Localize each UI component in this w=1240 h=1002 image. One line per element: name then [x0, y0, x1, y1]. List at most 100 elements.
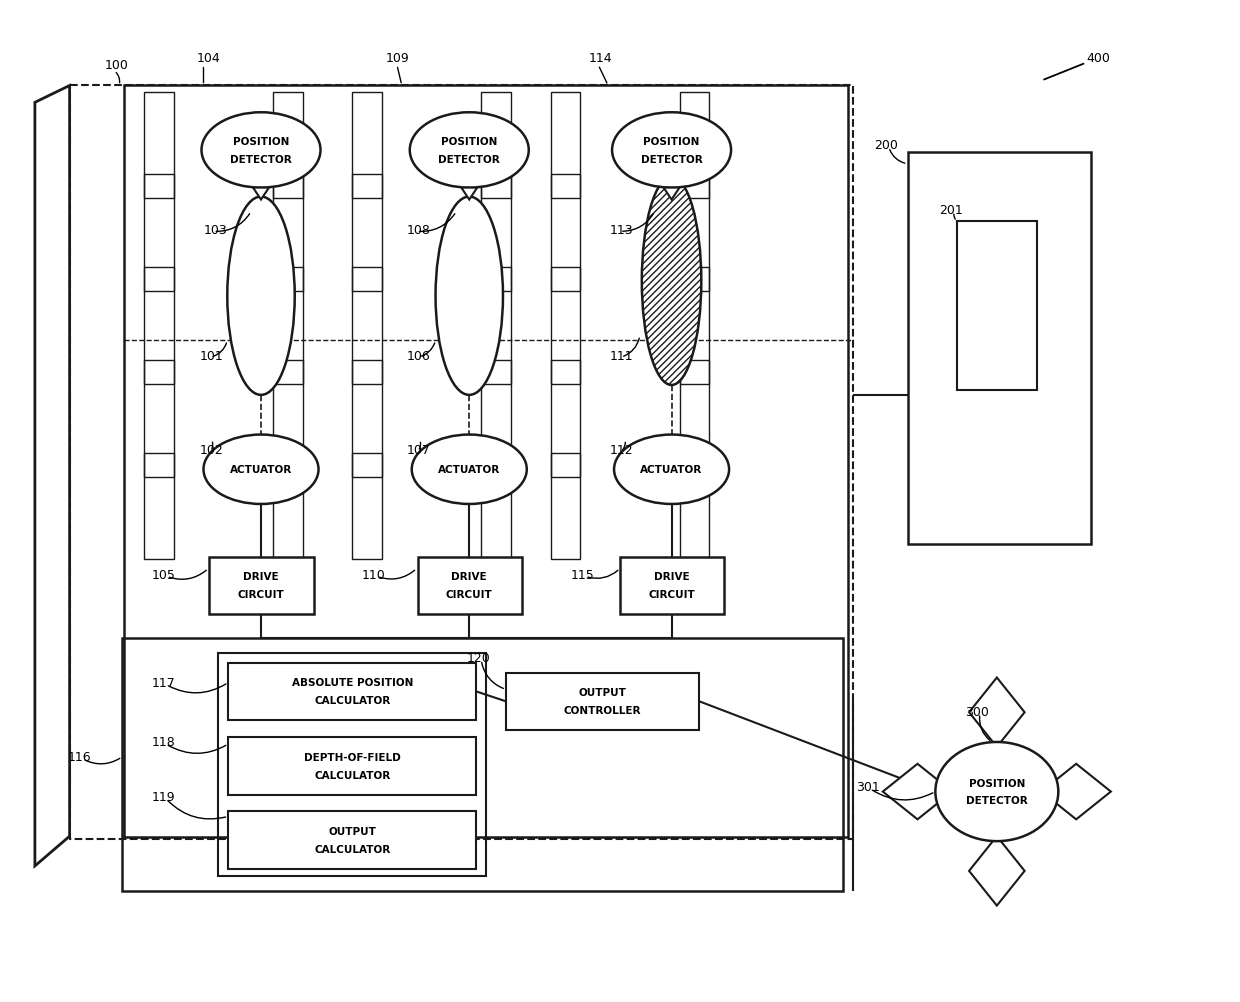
- Bar: [418, 557, 522, 614]
- Text: 105: 105: [153, 568, 176, 581]
- Ellipse shape: [614, 435, 729, 504]
- Bar: [680, 174, 709, 198]
- Text: 104: 104: [197, 52, 221, 65]
- Bar: [210, 557, 314, 614]
- Text: 200: 200: [874, 139, 898, 152]
- Bar: [481, 454, 511, 478]
- Bar: [144, 268, 174, 292]
- Ellipse shape: [409, 113, 528, 188]
- Bar: [273, 361, 303, 385]
- Polygon shape: [663, 188, 680, 200]
- Text: CALCULATOR: CALCULATOR: [314, 845, 391, 855]
- Bar: [620, 557, 724, 614]
- Text: DETECTOR: DETECTOR: [231, 154, 291, 164]
- Text: 102: 102: [200, 444, 223, 457]
- Bar: [680, 93, 709, 559]
- Text: 107: 107: [407, 444, 430, 457]
- Text: CONTROLLER: CONTROLLER: [563, 705, 641, 715]
- Bar: [352, 361, 382, 385]
- Text: 109: 109: [386, 52, 409, 65]
- Polygon shape: [1042, 765, 1111, 820]
- Text: POSITION: POSITION: [644, 137, 699, 147]
- Ellipse shape: [935, 742, 1058, 842]
- Bar: [124, 86, 848, 838]
- Ellipse shape: [202, 113, 320, 188]
- Text: DETECTOR: DETECTOR: [439, 154, 500, 164]
- Text: 201: 201: [940, 203, 963, 216]
- Bar: [144, 174, 174, 198]
- Text: POSITION: POSITION: [441, 137, 497, 147]
- Bar: [228, 663, 476, 720]
- Text: 111: 111: [610, 350, 634, 363]
- Text: 106: 106: [407, 350, 430, 363]
- Bar: [908, 152, 1091, 544]
- Bar: [228, 812, 476, 869]
- Bar: [273, 174, 303, 198]
- Text: DRIVE: DRIVE: [451, 572, 487, 582]
- Ellipse shape: [642, 177, 702, 386]
- Text: ACTUATOR: ACTUATOR: [229, 465, 293, 475]
- Text: 114: 114: [588, 52, 611, 65]
- Text: DETECTOR: DETECTOR: [966, 796, 1028, 806]
- Text: 300: 300: [965, 705, 990, 718]
- Text: CALCULATOR: CALCULATOR: [314, 770, 391, 780]
- Text: 113: 113: [610, 223, 634, 236]
- Text: ACTUATOR: ACTUATOR: [438, 465, 501, 475]
- Bar: [680, 268, 709, 292]
- Bar: [680, 361, 709, 385]
- Bar: [481, 268, 511, 292]
- Bar: [69, 86, 853, 840]
- Bar: [352, 268, 382, 292]
- Text: 120: 120: [466, 651, 490, 664]
- Text: 103: 103: [203, 223, 227, 236]
- Bar: [228, 737, 476, 795]
- Polygon shape: [883, 765, 952, 820]
- Bar: [957, 222, 1037, 391]
- Bar: [551, 361, 580, 385]
- Bar: [273, 93, 303, 559]
- Bar: [352, 93, 382, 559]
- Text: 110: 110: [362, 568, 386, 581]
- Text: DRIVE: DRIVE: [243, 572, 279, 582]
- Text: CALCULATOR: CALCULATOR: [314, 695, 391, 705]
- Text: POSITION: POSITION: [968, 778, 1025, 788]
- Ellipse shape: [435, 197, 503, 396]
- Text: 119: 119: [153, 791, 176, 804]
- Polygon shape: [970, 677, 1024, 747]
- Bar: [144, 361, 174, 385]
- Bar: [551, 174, 580, 198]
- Text: 100: 100: [104, 59, 128, 72]
- Text: 115: 115: [570, 568, 594, 581]
- Text: CIRCUIT: CIRCUIT: [446, 589, 492, 599]
- Text: POSITION: POSITION: [233, 137, 289, 147]
- Text: 118: 118: [153, 735, 176, 748]
- Bar: [123, 638, 843, 891]
- Bar: [551, 454, 580, 478]
- Bar: [481, 361, 511, 385]
- Polygon shape: [970, 837, 1024, 906]
- Bar: [551, 268, 580, 292]
- Text: CIRCUIT: CIRCUIT: [649, 589, 694, 599]
- Bar: [352, 174, 382, 198]
- Text: DEPTH-OF-FIELD: DEPTH-OF-FIELD: [304, 753, 401, 763]
- Bar: [680, 454, 709, 478]
- Text: 117: 117: [153, 676, 176, 689]
- Bar: [551, 93, 580, 559]
- Text: DRIVE: DRIVE: [653, 572, 689, 582]
- Text: OUTPUT: OUTPUT: [329, 827, 376, 837]
- Bar: [273, 454, 303, 478]
- Ellipse shape: [613, 113, 732, 188]
- Bar: [481, 93, 511, 559]
- Ellipse shape: [203, 435, 319, 504]
- Polygon shape: [461, 188, 477, 200]
- Text: 400: 400: [1086, 52, 1110, 65]
- Bar: [481, 174, 511, 198]
- Text: 101: 101: [200, 350, 223, 363]
- Ellipse shape: [227, 197, 295, 396]
- Text: 116: 116: [68, 750, 92, 764]
- Text: OUTPUT: OUTPUT: [578, 687, 626, 697]
- Bar: [144, 454, 174, 478]
- Bar: [273, 268, 303, 292]
- Text: ABSOLUTE POSITION: ABSOLUTE POSITION: [291, 677, 413, 687]
- Text: 112: 112: [610, 444, 634, 457]
